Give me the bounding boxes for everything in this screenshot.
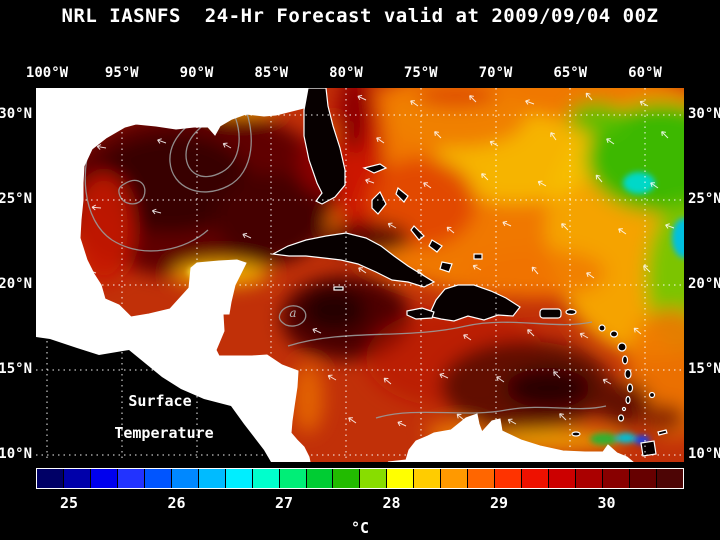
bahamas-island [428, 239, 443, 253]
lon-label: 75°W [403, 65, 438, 81]
turks-island [473, 253, 483, 260]
colorbar-segment [468, 469, 496, 488]
colorbar-segment [37, 469, 64, 488]
colorbar-segment [225, 469, 253, 488]
antilles-island [621, 406, 627, 412]
lat-label: 20°N [0, 276, 32, 292]
map-area: 100°W 95°W 90°W 85°W 80°W 75°W 70°W 65°W 60°W 30… [0, 65, 720, 462]
puerto-rico-island [539, 308, 562, 319]
colorbar-segment [360, 469, 388, 488]
colorbar-segment [629, 469, 657, 488]
lon-label: 65°W [553, 65, 588, 81]
colorbar-segment [90, 469, 118, 488]
lon-label: 95°W [104, 65, 139, 81]
wind-vectors [87, 92, 675, 427]
colorbar [36, 468, 684, 489]
colorbar-segment [306, 469, 334, 488]
colorbar-segment [171, 469, 199, 488]
current-contours [84, 97, 607, 419]
bahamas-island [395, 186, 409, 203]
cuba-island [271, 232, 436, 288]
lat-label: 30°N [0, 106, 32, 122]
antilles-island [609, 330, 619, 338]
lat-label: 10°N [688, 446, 720, 462]
north-central-america-landmass [36, 88, 311, 462]
colorbar-tick-label: 30 [597, 494, 616, 512]
lat-label: 25°N [0, 191, 32, 207]
sst-map: a Surface Temperature [36, 88, 684, 462]
cayman-island [333, 286, 344, 291]
lat-label: 10°N [0, 446, 32, 462]
colorbar-segment [63, 469, 91, 488]
antilles-island [624, 368, 632, 380]
antilles-island [617, 342, 627, 352]
hispaniola-island [429, 284, 521, 322]
lon-label: 85°W [254, 65, 289, 81]
colorbar-area: 25 26 27 28 29 30 [36, 468, 684, 514]
colorbar-ticks: 25 26 27 28 29 30 [36, 494, 684, 514]
colorbar-segment [522, 469, 550, 488]
colorbar-tick-label: 28 [382, 494, 401, 512]
bahamas-island [362, 163, 388, 174]
lat-label: 20°N [688, 276, 720, 292]
grid-lines [36, 88, 684, 462]
lon-label: 100°W [25, 65, 69, 81]
antilles-island [621, 355, 629, 365]
colorbar-segment [549, 469, 577, 488]
colorbar-segment [279, 469, 307, 488]
antilles-island [598, 324, 606, 332]
trinidad-island [640, 440, 657, 457]
colorbar-segment [603, 469, 630, 488]
barbados-island [648, 391, 656, 399]
colorbar-segment [117, 469, 145, 488]
antilles-island [617, 414, 625, 422]
lat-label: 15°N [0, 361, 32, 377]
lon-label: 70°W [478, 65, 513, 81]
antilles-island [565, 308, 577, 316]
bahamas-island [439, 261, 453, 273]
colorbar-unit: °C [350, 519, 370, 537]
colorbar-segment [252, 469, 280, 488]
lat-label: 25°N [688, 191, 720, 207]
colorbar-segment [656, 469, 683, 488]
colorbar-segment [576, 469, 604, 488]
margarita-island [571, 431, 581, 437]
bahamas-island [371, 190, 387, 215]
colorbar-tick-label: 29 [489, 494, 509, 512]
lon-label: 80°W [329, 65, 363, 81]
lon-label: 90°W [179, 65, 214, 81]
colorbar-segment [441, 469, 469, 488]
south-america-landmass [387, 413, 634, 462]
contour-label: a [289, 306, 296, 320]
overlay-label-surface: Surface [128, 392, 191, 410]
tobago-island [657, 429, 668, 436]
figure-title: NRL IASNFS 24-Hr Forecast valid at 2009/… [61, 5, 659, 27]
lat-label: 30°N [688, 106, 720, 122]
overlay-label-temperature: Temperature [114, 424, 213, 442]
colorbar-segment [414, 469, 442, 488]
colorbar-segment [387, 469, 415, 488]
colorbar-tick-label: 26 [167, 494, 186, 512]
pacific-mask [36, 337, 271, 462]
colorbar-tick-label: 25 [59, 494, 79, 512]
land-masses [36, 88, 668, 462]
colorbar-segment [495, 469, 523, 488]
antilles-island [625, 395, 631, 405]
colorbar-tick-label: 27 [274, 494, 294, 512]
colorbar-segment [333, 469, 361, 488]
lon-label: 60°W [628, 65, 662, 81]
antilles-island [626, 383, 634, 393]
lat-label: 15°N [688, 361, 720, 377]
colorbar-segment [144, 469, 172, 488]
colorbar-segment [198, 469, 226, 488]
